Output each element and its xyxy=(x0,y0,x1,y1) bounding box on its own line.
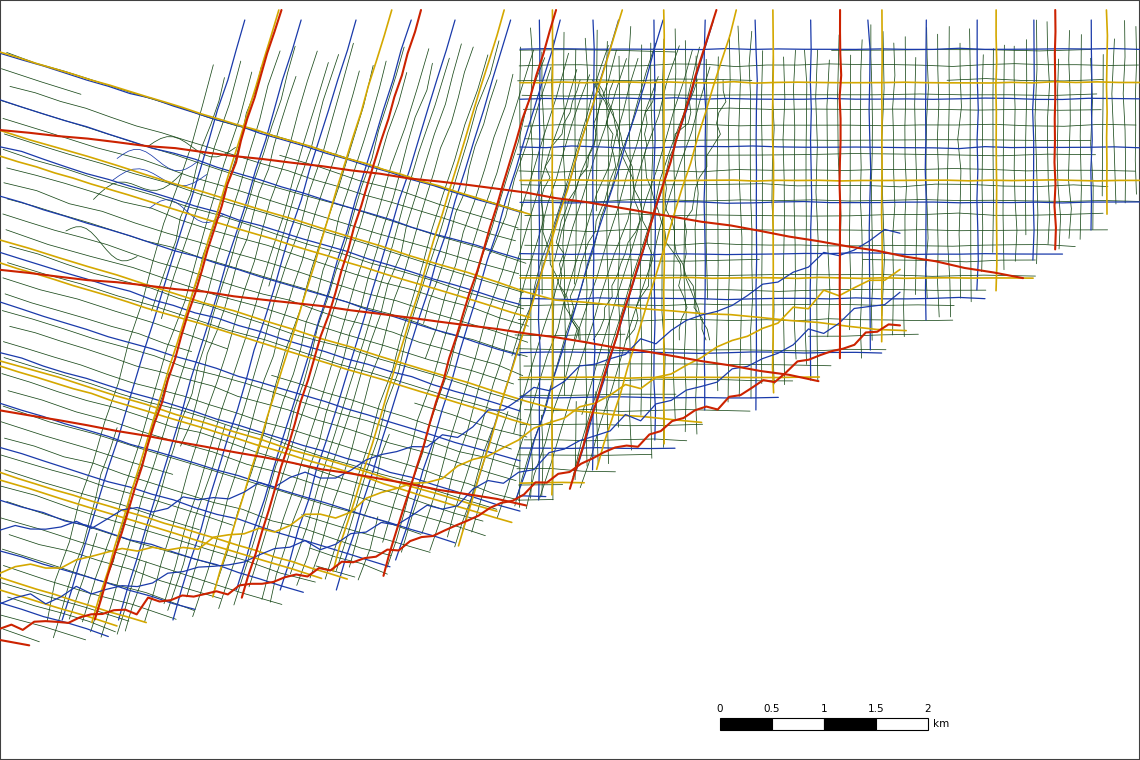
Text: 0.5: 0.5 xyxy=(764,704,780,714)
Text: km: km xyxy=(933,719,950,729)
Bar xyxy=(720,718,772,730)
Bar xyxy=(824,718,876,730)
Polygon shape xyxy=(570,100,750,330)
Text: 1: 1 xyxy=(821,704,828,714)
Bar xyxy=(876,718,928,730)
Polygon shape xyxy=(350,150,440,215)
Bar xyxy=(772,718,824,730)
Text: 0: 0 xyxy=(717,704,723,714)
Text: 1.5: 1.5 xyxy=(868,704,885,714)
Text: 2: 2 xyxy=(925,704,931,714)
